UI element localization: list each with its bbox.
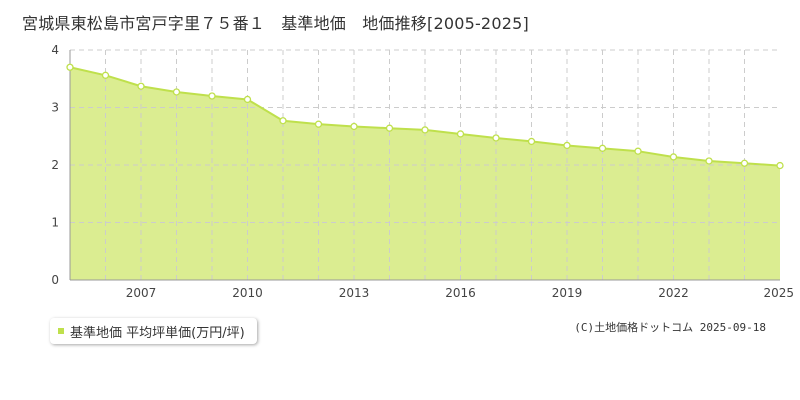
- data-point: [243, 95, 252, 104]
- copyright-text: (C)土地価格ドットコム 2025-09-18: [574, 321, 766, 334]
- x-tick-label: 2016: [445, 286, 476, 300]
- chart-title: 宮城県東松島市宮戸字里７５番１ 基準地価 地価推移[2005-2025]: [22, 14, 529, 33]
- data-point: [350, 122, 358, 131]
- data-point: [208, 92, 216, 100]
- data-point: [598, 144, 607, 152]
- data-point: [563, 141, 571, 150]
- data-point: [137, 82, 145, 90]
- legend: 基準地価 平均坪単価(万円/坪): [50, 318, 257, 344]
- legend-label: 基準地価 平均坪単価(万円/坪): [70, 325, 245, 341]
- x-tick-label: 2025: [763, 286, 794, 300]
- x-tick-label: 2019: [552, 286, 583, 300]
- y-tick-label: 2: [51, 158, 59, 172]
- data-point: [492, 134, 500, 142]
- data-point: [527, 137, 536, 146]
- data-point: [172, 88, 181, 96]
- y-tick-label: 4: [51, 43, 59, 57]
- data-point: [456, 130, 465, 138]
- y-tick-label: 0: [51, 273, 59, 287]
- x-tick-label: 2022: [658, 286, 689, 300]
- data-point: [66, 63, 74, 71]
- data-point: [314, 120, 323, 128]
- x-tick-label: 2007: [126, 286, 157, 300]
- data-point: [101, 71, 110, 79]
- data-point: [634, 147, 642, 155]
- x-tick-label: 2013: [339, 286, 370, 300]
- y-tick-label: 3: [51, 101, 59, 115]
- data-point: [669, 153, 678, 161]
- x-tick-label: 2010: [232, 286, 263, 300]
- data-point: [279, 117, 287, 125]
- data-point: [421, 126, 429, 134]
- data-point: [705, 157, 713, 165]
- area-fill: [70, 67, 780, 280]
- y-tick-label: 1: [51, 216, 59, 230]
- data-point: [740, 159, 749, 167]
- legend-swatch: [58, 328, 64, 334]
- data-point: [385, 124, 394, 132]
- data-point: [776, 161, 784, 170]
